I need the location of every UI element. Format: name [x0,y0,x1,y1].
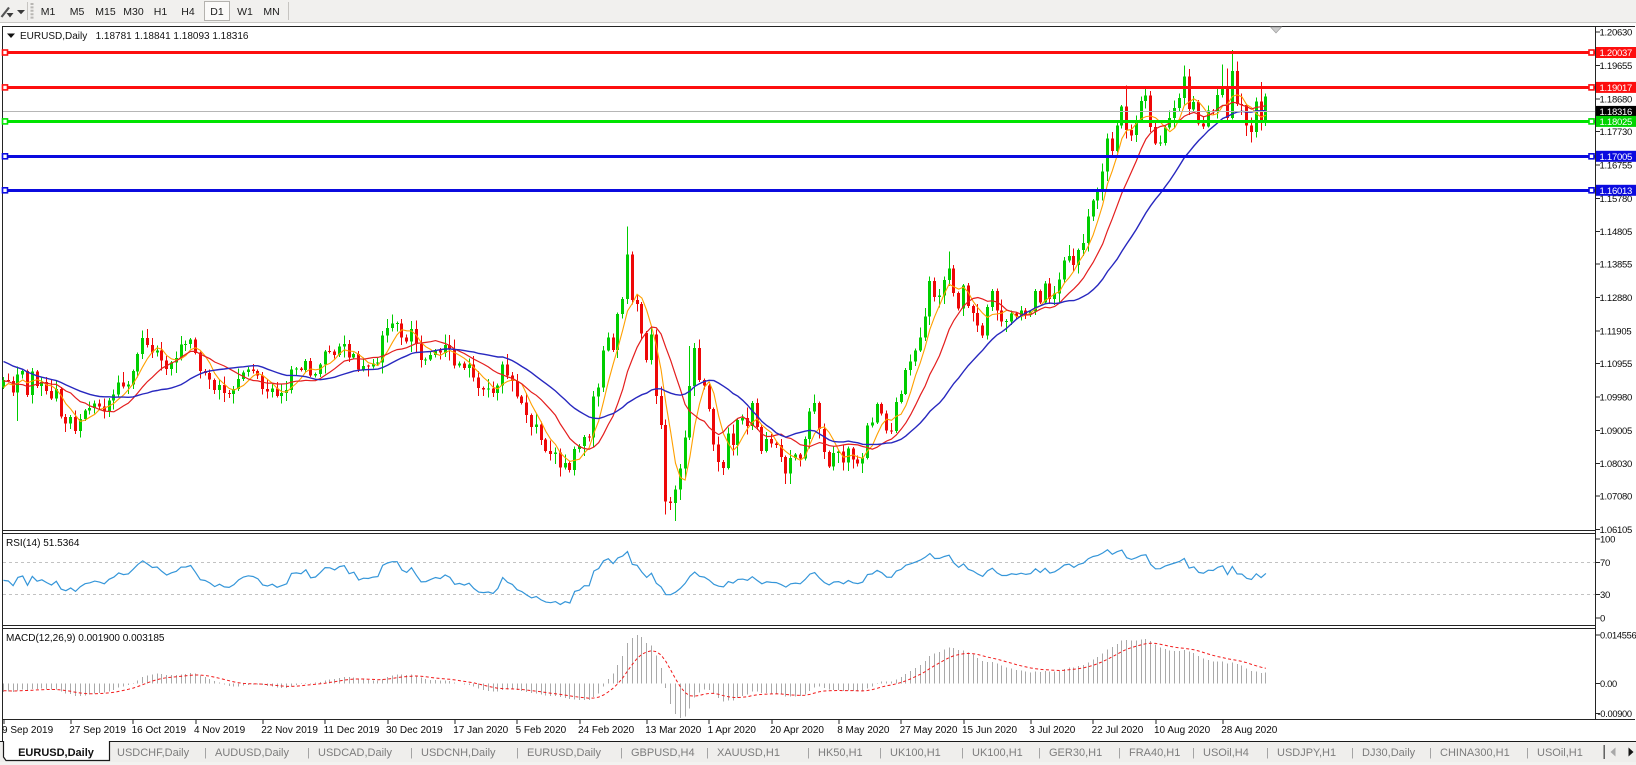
svg-text:GBPUSD,H4: GBPUSD,H4 [631,747,695,759]
svg-text:CHINA300,H1: CHINA300,H1 [1440,747,1510,759]
svg-text:1.18680: 1.18680 [1600,95,1633,106]
svg-text:1.20630: 1.20630 [1600,28,1633,39]
svg-text:MACD(12,26,9) 0.001900 0.00318: MACD(12,26,9) 0.001900 0.003185 [6,633,165,644]
svg-text:GER30,H1: GER30,H1 [1049,747,1102,759]
svg-text:UK100,H1: UK100,H1 [972,747,1023,759]
svg-text:USOil,H1: USOil,H1 [1537,747,1583,759]
svg-text:|: | [961,747,964,759]
svg-text:HK50,H1: HK50,H1 [818,747,863,759]
svg-text:|: | [516,747,519,759]
svg-text:1.13855: 1.13855 [1600,260,1633,271]
svg-text:27 May 2020: 27 May 2020 [900,725,958,736]
svg-text:3 Jul 2020: 3 Jul 2020 [1029,725,1076,736]
svg-text:1.18025: 1.18025 [1600,117,1633,128]
svg-text:1.16013: 1.16013 [1600,186,1633,197]
svg-text:1.20037: 1.20037 [1600,48,1633,59]
svg-text:USDCNH,Daily: USDCNH,Daily [421,747,496,759]
svg-text:RSI(14) 51.5364: RSI(14) 51.5364 [6,538,80,549]
svg-text:EURUSD,Daily: EURUSD,Daily [18,747,95,759]
svg-text:15 Jun 2020: 15 Jun 2020 [962,725,1017,736]
svg-text:1 Apr 2020: 1 Apr 2020 [708,725,757,736]
svg-text:|: | [879,747,882,759]
svg-text:1.17005: 1.17005 [1600,152,1633,163]
svg-text:24 Feb 2020: 24 Feb 2020 [578,725,635,736]
svg-text:17 Jan 2020: 17 Jan 2020 [453,725,508,736]
svg-text:USDJPY,H1: USDJPY,H1 [1277,747,1336,759]
svg-text:|: | [1429,747,1432,759]
svg-text:M5: M5 [70,6,85,18]
svg-text:8 May 2020: 8 May 2020 [837,725,890,736]
svg-text:4 Nov 2019: 4 Nov 2019 [194,725,246,736]
svg-text:1.06105: 1.06105 [1600,525,1633,536]
svg-text:0.014556: 0.014556 [1600,631,1636,641]
svg-text:20 Apr 2020: 20 Apr 2020 [770,725,824,736]
svg-text:|: | [1192,747,1195,759]
svg-text:|: | [1038,747,1041,759]
svg-text:0: 0 [1600,614,1605,625]
svg-text:USOil,H4: USOil,H4 [1203,747,1249,759]
svg-text:M1: M1 [41,6,56,18]
svg-text:100: 100 [1600,535,1615,546]
svg-text:0.00: 0.00 [1600,679,1617,689]
svg-text:27 Sep 2019: 27 Sep 2019 [69,725,126,736]
svg-text:|: | [204,747,207,759]
svg-text:|: | [1266,747,1269,759]
svg-text:1.15780: 1.15780 [1600,194,1633,205]
svg-text:1.08030: 1.08030 [1600,459,1633,470]
svg-text:1.19017: 1.19017 [1600,83,1633,94]
svg-text:-0.00900: -0.00900 [1598,709,1632,719]
svg-text:MN: MN [263,6,279,18]
svg-text:1.09980: 1.09980 [1600,392,1633,403]
svg-text:|: | [410,747,413,759]
svg-text:1.16755: 1.16755 [1600,160,1633,171]
svg-text:30 Dec 2019: 30 Dec 2019 [386,725,443,736]
svg-text:H4: H4 [181,6,195,18]
svg-text:D1: D1 [210,6,224,18]
svg-text:|: | [807,747,810,759]
svg-text:1.12880: 1.12880 [1600,293,1633,304]
svg-text:22 Nov 2019: 22 Nov 2019 [261,725,318,736]
svg-text:|: | [1351,747,1354,759]
svg-text:|: | [1526,747,1529,759]
svg-text:9 Sep 2019: 9 Sep 2019 [2,725,54,736]
svg-text:USDCHF,Daily: USDCHF,Daily [117,747,190,759]
svg-text:DJ30,Daily: DJ30,Daily [1362,747,1416,759]
svg-text:W1: W1 [237,6,253,18]
svg-text:10 Aug 2020: 10 Aug 2020 [1154,725,1211,736]
svg-text:30: 30 [1600,590,1610,601]
svg-text:1.17730: 1.17730 [1600,127,1633,138]
svg-text:13 Mar 2020: 13 Mar 2020 [645,725,702,736]
svg-text:|: | [620,747,623,759]
svg-text:USDCAD,Daily: USDCAD,Daily [318,747,392,759]
svg-text:EURUSD,Daily: EURUSD,Daily [527,747,601,759]
svg-text:1.11905: 1.11905 [1600,327,1632,338]
svg-text:|: | [706,747,709,759]
svg-text:|: | [307,747,310,759]
svg-text:28 Aug 2020: 28 Aug 2020 [1221,725,1278,736]
svg-text:1.14805: 1.14805 [1600,227,1633,238]
svg-text:H1: H1 [154,6,168,18]
svg-text:1.19655: 1.19655 [1600,61,1633,72]
svg-text:M30: M30 [123,6,144,18]
svg-text:1.07080: 1.07080 [1600,492,1633,503]
svg-text:5 Feb 2020: 5 Feb 2020 [516,725,567,736]
svg-text:1.18316: 1.18316 [1600,107,1633,118]
svg-text:16 Oct 2019: 16 Oct 2019 [132,725,187,736]
svg-text:22 Jul 2020: 22 Jul 2020 [1092,725,1144,736]
svg-text:FRA40,H1: FRA40,H1 [1129,747,1180,759]
svg-text:1.09005: 1.09005 [1600,426,1633,437]
svg-text:11 Dec 2019: 11 Dec 2019 [324,725,380,736]
svg-text:AUDUSD,Daily: AUDUSD,Daily [215,747,289,759]
svg-text:70: 70 [1600,558,1610,569]
svg-text:UK100,H1: UK100,H1 [890,747,941,759]
svg-text:1.10955: 1.10955 [1600,359,1633,370]
svg-text:|: | [1118,747,1121,759]
svg-text:M15: M15 [95,6,116,18]
svg-text:XAUUSD,H1: XAUUSD,H1 [717,747,780,759]
svg-text:EURUSD,Daily 1.18781 1.18841: EURUSD,Daily 1.18781 1.18841 1.18093 1.1… [20,31,249,42]
